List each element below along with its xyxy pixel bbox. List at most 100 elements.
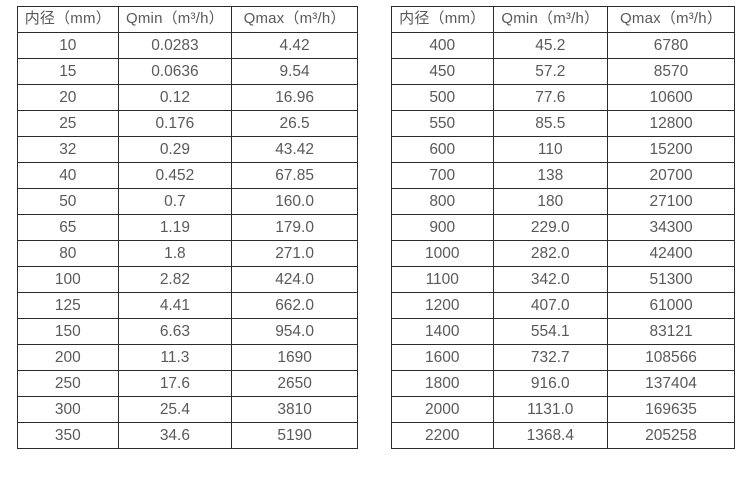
- table-cell: 4.41: [117, 292, 233, 319]
- table-row: 50 0.7 160.0: [17, 188, 358, 215]
- table-row: 2000 1131.0 169635: [391, 396, 735, 423]
- table-cell: 1131.0: [492, 396, 609, 423]
- table-cell: 160.0: [231, 188, 358, 215]
- table-cell: 34.6: [117, 422, 233, 449]
- table-cell: 2200: [391, 422, 494, 449]
- table-cell: 1800: [391, 370, 494, 397]
- table-cell: 125: [17, 292, 119, 319]
- table-cell: 550: [391, 110, 494, 137]
- table-cell: 500: [391, 84, 494, 111]
- table-cell: 10: [17, 32, 119, 59]
- table-cell: 1400: [391, 318, 494, 345]
- table-cell: 67.85: [231, 162, 358, 189]
- table-cell: 350: [17, 422, 119, 449]
- table-cell: 15200: [607, 136, 735, 163]
- table-cell: 110: [492, 136, 609, 163]
- table-row: 32 0.29 43.42: [17, 136, 358, 163]
- table-cell: 954.0: [231, 318, 358, 345]
- table-cell: 108566: [607, 344, 735, 371]
- table-cell: 400: [391, 32, 494, 59]
- table-cell: 800: [391, 188, 494, 215]
- table-row: 1600 732.7 108566: [391, 344, 735, 371]
- table-cell: 34300: [607, 214, 735, 241]
- table-cell: 900: [391, 214, 494, 241]
- table-cell: 100: [17, 266, 119, 293]
- table-row: 700 138 20700: [391, 162, 735, 189]
- table-cell: 554.1: [492, 318, 609, 345]
- table-cell: 0.0283: [117, 32, 233, 59]
- table-cell: 150: [17, 318, 119, 345]
- table-cell: 83121: [607, 318, 735, 345]
- table-header: 内径（mm） Qmin（m³/h） Qmax（m³/h）: [17, 6, 358, 33]
- table-cell: 700: [391, 162, 494, 189]
- table-row: 200 11.3 1690: [17, 344, 358, 371]
- table-row: 1100 342.0 51300: [391, 266, 735, 293]
- table-cell: 1.19: [117, 214, 233, 241]
- table-cell: 0.12: [117, 84, 233, 111]
- flow-table-large-diameters: 内径（mm） Qmin（m³/h） Qmax（m³/h） 400 45.2 6780 45…: [391, 6, 735, 449]
- table-row: 400 45.2 6780: [391, 32, 735, 59]
- table-cell: 205258: [607, 422, 735, 449]
- table-cell: 3810: [231, 396, 358, 423]
- table-cell: 26.5: [231, 110, 358, 137]
- table-cell: 8570: [607, 58, 735, 85]
- table-cell: 32: [17, 136, 119, 163]
- table-cell: 1.8: [117, 240, 233, 267]
- table-cell: 2.82: [117, 266, 233, 293]
- table-cell: 51300: [607, 266, 735, 293]
- table-cell: 9.54: [231, 58, 358, 85]
- table-row: 500 77.6 10600: [391, 84, 735, 111]
- table-cell: 662.0: [231, 292, 358, 319]
- table-cell: 250: [17, 370, 119, 397]
- table-cell: 16.96: [231, 84, 358, 111]
- table-row: 80 1.8 271.0: [17, 240, 358, 267]
- table-row: 800 180 27100: [391, 188, 735, 215]
- column-header: 内径（mm）: [391, 6, 494, 33]
- table-cell: 0.7: [117, 188, 233, 215]
- table-cell: 1100: [391, 266, 494, 293]
- table-row: 65 1.19 179.0: [17, 214, 358, 241]
- table-cell: 1690: [231, 344, 358, 371]
- table-row: 600 110 15200: [391, 136, 735, 163]
- table-cell: 2650: [231, 370, 358, 397]
- table-cell: 20: [17, 84, 119, 111]
- table-cell: 42400: [607, 240, 735, 267]
- table-cell: 40: [17, 162, 119, 189]
- column-header: Qmin（m³/h）: [117, 6, 233, 33]
- table-cell: 6780: [607, 32, 735, 59]
- table-cell: 80: [17, 240, 119, 267]
- table-cell: 424.0: [231, 266, 358, 293]
- table-row: 100 2.82 424.0: [17, 266, 358, 293]
- table-cell: 50: [17, 188, 119, 215]
- table-cell: 45.2: [492, 32, 609, 59]
- table-row: 900 229.0 34300: [391, 214, 735, 241]
- table-row: 10 0.0283 4.42: [17, 32, 358, 59]
- table-cell: 43.42: [231, 136, 358, 163]
- table-row: 150 6.63 954.0: [17, 318, 358, 345]
- table-cell: 179.0: [231, 214, 358, 241]
- table-cell: 282.0: [492, 240, 609, 267]
- table-row: 40 0.452 67.85: [17, 162, 358, 189]
- table-body: 400 45.2 6780 450 57.2 8570 500 77.6 10600 550 85.…: [391, 32, 735, 449]
- table-row: 1400 554.1 83121: [391, 318, 735, 345]
- table-header: 内径（mm） Qmin（m³/h） Qmax（m³/h）: [391, 6, 735, 33]
- table-cell: 300: [17, 396, 119, 423]
- table-cell: 57.2: [492, 58, 609, 85]
- table-cell: 5190: [231, 422, 358, 449]
- table-cell: 2000: [391, 396, 494, 423]
- table-cell: 77.6: [492, 84, 609, 111]
- table-cell: 61000: [607, 292, 735, 319]
- table-cell: 271.0: [231, 240, 358, 267]
- table-cell: 0.0636: [117, 58, 233, 85]
- table-cell: 229.0: [492, 214, 609, 241]
- column-header: Qmax（m³/h）: [607, 6, 735, 33]
- table-cell: 0.452: [117, 162, 233, 189]
- table-cell: 27100: [607, 188, 735, 215]
- table-cell: 180: [492, 188, 609, 215]
- table-cell: 25.4: [117, 396, 233, 423]
- column-header: 内径（mm）: [17, 6, 119, 33]
- table-cell: 138: [492, 162, 609, 189]
- table-cell: 916.0: [492, 370, 609, 397]
- table-cell: 15: [17, 58, 119, 85]
- column-header: Qmin（m³/h）: [492, 6, 609, 33]
